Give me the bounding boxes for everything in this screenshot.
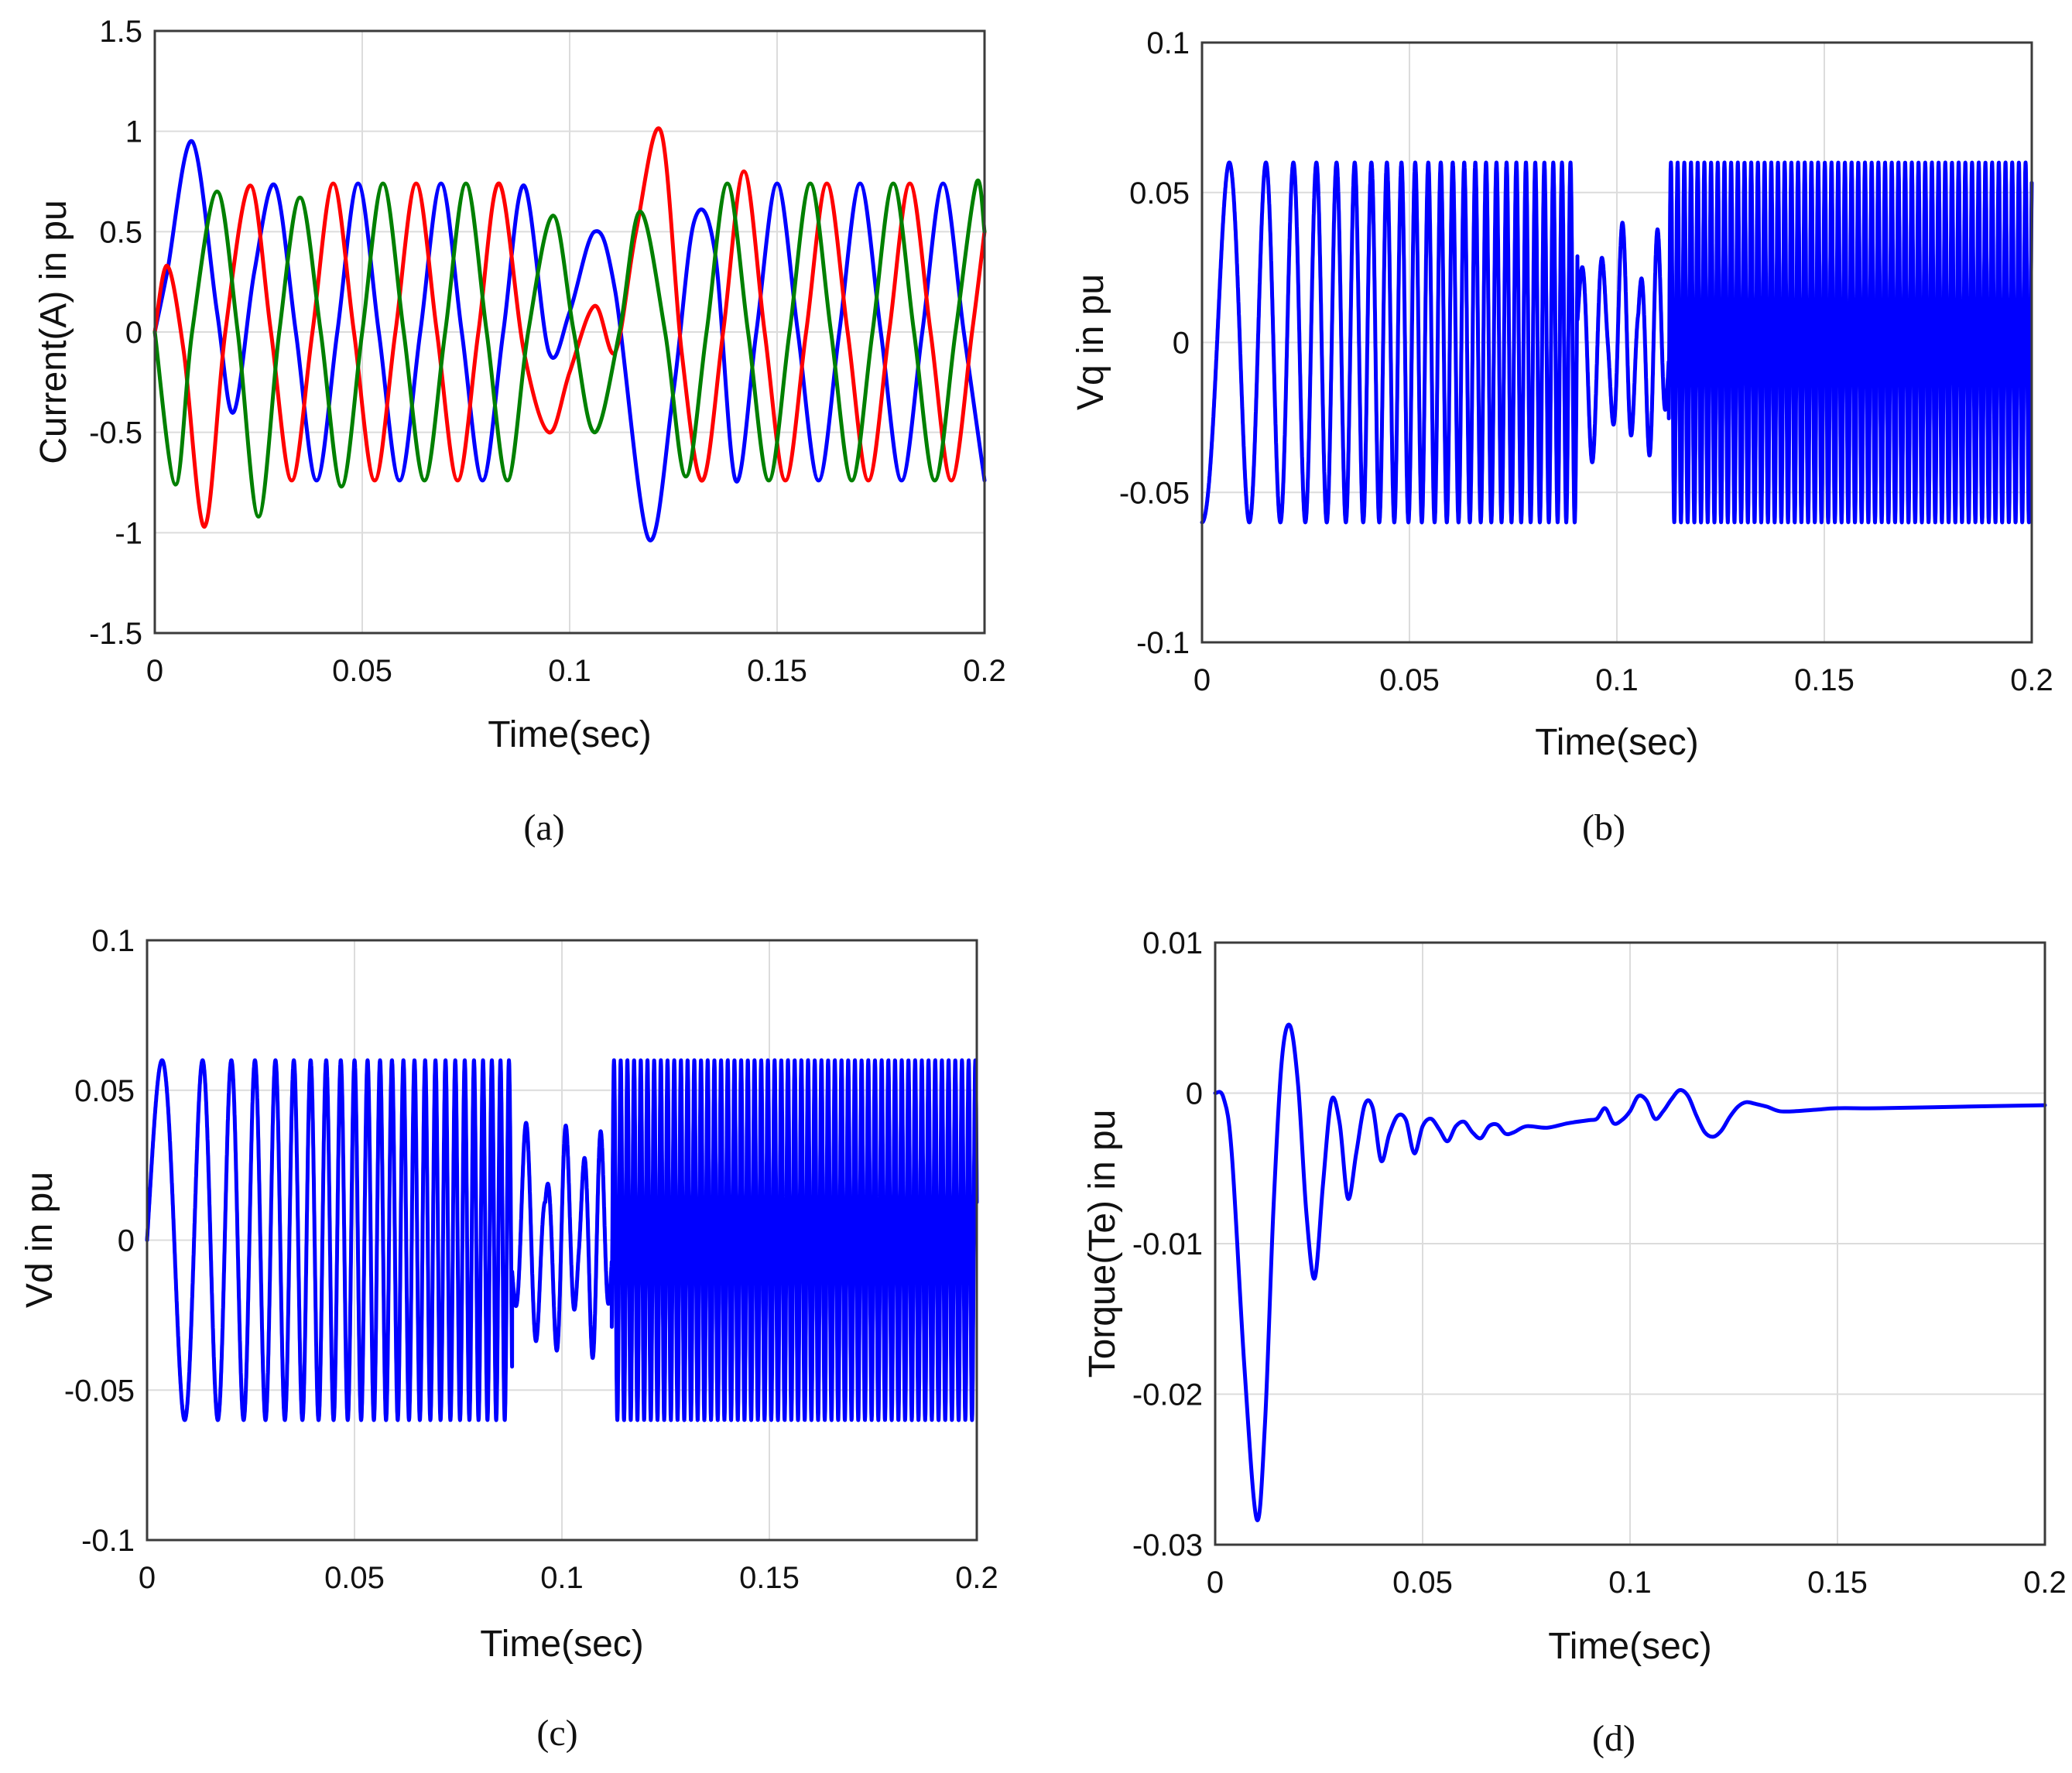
x-tick-label: 0.2 (963, 654, 1006, 688)
y-tick-label: 0.1 (91, 924, 135, 958)
panel-b-frame (1200, 41, 2033, 644)
series-line-phase-green (152, 178, 987, 519)
y-tick-label: 0.05 (74, 1074, 135, 1108)
panel-b-traces (1200, 160, 2034, 525)
y-tick-label: 0 (125, 316, 142, 350)
panel-d-xlabel: Time(sec) (1548, 1626, 1712, 1667)
panel-b-caption: (b) (1582, 807, 1625, 848)
y-tick-label: 0.01 (1142, 926, 1203, 960)
x-tick-label: 0 (139, 1561, 156, 1595)
signal-line (1200, 160, 2034, 525)
panel-c-traces (145, 1058, 979, 1422)
panel-d-frame (1214, 941, 2046, 1546)
x-tick-label: 0.05 (324, 1561, 385, 1595)
y-tick-label: -0.1 (81, 1524, 135, 1558)
y-tick-label: 0.5 (99, 215, 142, 249)
x-tick-label: 0.15 (1794, 663, 1855, 697)
y-tick-label: -1 (115, 516, 142, 550)
y-tick-label: 0 (1186, 1077, 1203, 1111)
panel-b: 0 0.05 0.1 0.15 0.2 -0.1 -0.05 0 0.05 0.1 Time(s… (1070, 26, 2053, 848)
panel-c-frame (146, 939, 978, 1542)
y-tick-label: -0.01 (1132, 1227, 1203, 1261)
panel-c-caption: (c) (536, 1713, 577, 1754)
y-tick-label: -0.1 (1136, 626, 1190, 660)
series-line-phase-red (152, 126, 987, 529)
x-tick-label: 0.15 (747, 654, 807, 688)
x-tick-label: 0.1 (548, 654, 591, 688)
x-tick-label: 0.1 (540, 1561, 584, 1595)
x-tick-label: 0 (1194, 663, 1211, 697)
panel-a-caption: (a) (523, 807, 564, 848)
x-tick-label: 0 (146, 654, 163, 688)
panel-d-caption: (d) (1592, 1718, 1635, 1759)
panel-c-yticks: -0.1 -0.05 0 0.05 0.1 (64, 924, 135, 1558)
series-line-torque (1213, 1022, 2047, 1522)
y-tick-label: 1.5 (99, 15, 142, 49)
y-tick-label: -0.5 (89, 416, 142, 450)
signal-line (145, 1058, 979, 1422)
panel-c: 0 0.05 0.1 0.15 0.2 -0.1 -0.05 0 0.05 0.1 Time(s… (19, 924, 998, 1754)
y-tick-label: 0 (118, 1224, 135, 1258)
y-tick-label: 0.1 (1146, 26, 1190, 60)
panel-d-yticks: -0.03 -0.02 -0.01 0 0.01 (1132, 926, 1203, 1562)
series-line-phase-blue (152, 139, 987, 543)
panel-a-traces (152, 126, 987, 543)
panel-a-xticks: 0 0.05 0.1 0.15 0.2 (146, 654, 1006, 688)
y-tick-label: -0.05 (64, 1374, 135, 1408)
panel-b-yticks: -0.1 -0.05 0 0.05 0.1 (1119, 26, 1190, 660)
panel-d-xticks: 0 0.05 0.1 0.15 0.2 (1207, 1566, 2067, 1600)
panel-a-frame (153, 29, 986, 635)
x-tick-label: 0.2 (955, 1561, 998, 1595)
y-tick-label: -0.02 (1132, 1378, 1203, 1412)
panel-b-xlabel: Time(sec) (1535, 722, 1699, 763)
x-tick-label: 0.2 (2010, 663, 2053, 697)
y-tick-label: -0.05 (1119, 476, 1190, 510)
x-tick-label: 0.1 (1608, 1566, 1652, 1600)
x-tick-label: 0.05 (1379, 663, 1440, 697)
x-tick-label: 0.15 (739, 1561, 800, 1595)
panel-c-xticks: 0 0.05 0.1 0.15 0.2 (139, 1561, 998, 1595)
y-tick-label: -1.5 (89, 617, 142, 651)
panel-d-ylabel: Torque(Te) in pu (1082, 1110, 1123, 1378)
panel-b-xticks: 0 0.05 0.1 0.15 0.2 (1194, 663, 2053, 697)
x-tick-label: 0.05 (332, 654, 392, 688)
panel-a-ylabel: Current(A) in pu (33, 200, 74, 464)
x-tick-label: 0.15 (1807, 1566, 1868, 1600)
x-tick-label: 0.1 (1595, 663, 1639, 697)
y-tick-label: 0 (1173, 327, 1190, 361)
panel-a-xlabel: Time(sec) (488, 714, 652, 755)
panel-a-yticks: -1.5 -1 -0.5 0 0.5 1 1.5 (89, 15, 142, 651)
x-tick-label: 0.2 (2023, 1566, 2067, 1600)
panel-b-ylabel: Vq in pu (1070, 274, 1111, 410)
panel-c-xlabel: Time(sec) (480, 1624, 644, 1665)
y-tick-label: 0.05 (1129, 176, 1190, 211)
panel-d: 0 0.05 0.1 0.15 0.2 -0.03 -0.02 -0.01 0 0.01 Tim… (1082, 926, 2067, 1759)
panel-c-ylabel: Vd in pu (19, 1172, 60, 1308)
x-tick-label: 0 (1207, 1566, 1224, 1600)
panel-a: 0 0.05 0.1 0.15 0.2 -1.5 -1 -0.5 0 0.5 1 1.5 Time(… (33, 15, 1006, 848)
panel-d-traces (1213, 1022, 2047, 1522)
y-tick-label: -0.03 (1132, 1528, 1203, 1562)
y-tick-label: 1 (125, 115, 142, 149)
panel-d-grid (1215, 943, 2045, 1545)
x-tick-label: 0.05 (1392, 1566, 1453, 1600)
